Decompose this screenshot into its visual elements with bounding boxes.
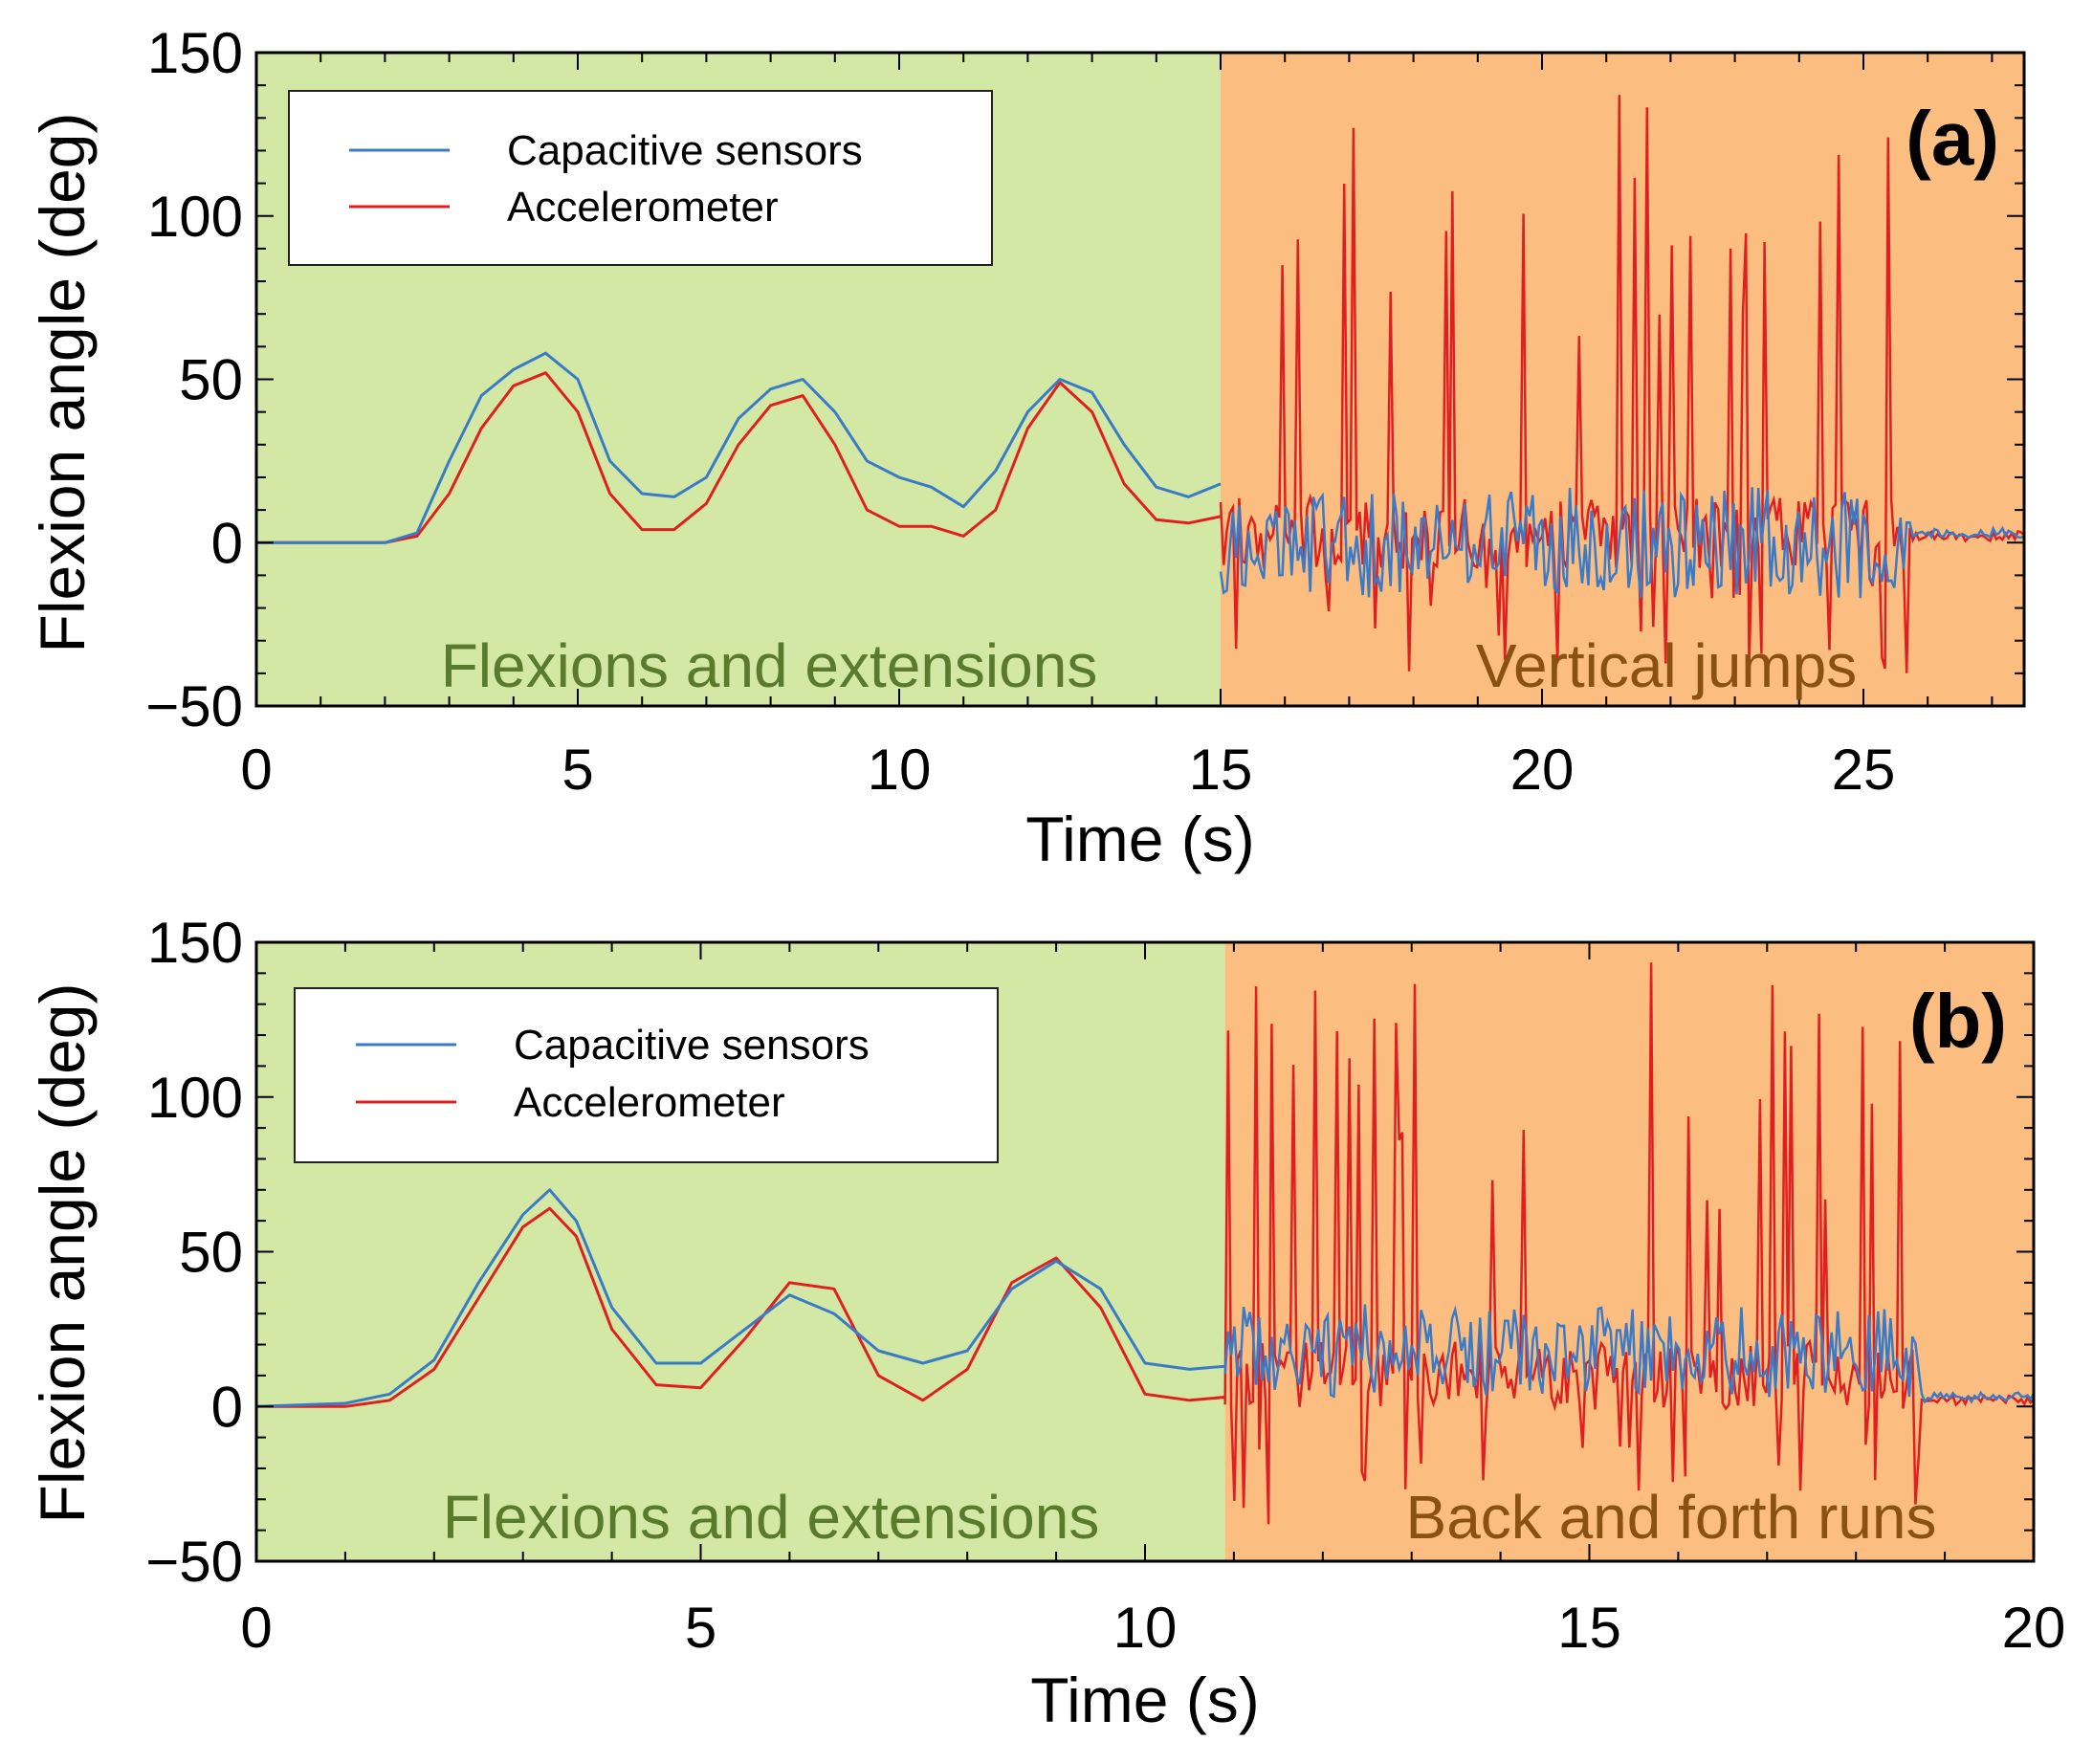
series-line-accelerometer — [256, 371, 1222, 544]
y-tick-label: 150 — [147, 911, 243, 975]
legend-box-b — [294, 987, 999, 1163]
region-label-jumps-a: Vertical jumps — [1476, 631, 1857, 700]
region-label-runs-b: Back and forth runs — [1406, 1483, 1937, 1552]
legend-box-a — [288, 90, 993, 266]
y-tick-label: 100 — [147, 1066, 243, 1130]
accelerometer-activity-trace — [1219, 95, 2024, 673]
x-tick-label: 10 — [868, 738, 932, 802]
legend-label-accelerometer-a: Accelerometer — [507, 184, 779, 231]
noise-lines-b — [1223, 962, 2034, 1525]
x-tick-label: 25 — [1832, 738, 1896, 802]
series-lines-b — [256, 1188, 1225, 1408]
y-tick-label: −50 — [145, 1530, 243, 1594]
series-lines-a — [256, 351, 1222, 544]
x-tick-label: 15 — [1189, 738, 1253, 802]
legend-label-accelerometer-b: Accelerometer — [514, 1079, 785, 1126]
legend-label-capacitive-b: Capacitive sensors — [514, 1022, 870, 1069]
y-tick-label: 150 — [147, 21, 243, 85]
region-label-flexions-a: Flexions and extensions — [441, 631, 1098, 700]
capacitive-activity-trace — [1219, 487, 2024, 599]
capacitive-activity-trace — [1223, 1304, 2034, 1404]
x-axis-title-b: Time (s) — [1030, 1665, 1260, 1735]
y-tick-label: 0 — [211, 511, 243, 575]
y-tick-label: −50 — [145, 674, 243, 739]
x-tick-label: 5 — [685, 1596, 716, 1660]
x-tick-label: 20 — [1510, 738, 1575, 802]
region-label-flexions-b: Flexions and extensions — [443, 1483, 1100, 1552]
x-axis-title-a: Time (s) — [1025, 804, 1255, 874]
legend-a: Capacitive sensors Accelerometer — [288, 90, 993, 266]
panel-label-a: (a) — [1906, 96, 1999, 181]
x-tick-label: 20 — [2002, 1596, 2066, 1660]
y-tick-label: 100 — [147, 185, 243, 249]
x-tick-label: 0 — [240, 1596, 272, 1660]
y-tick-label: 50 — [179, 348, 243, 412]
y-axis-title-a: Flexion angle (deg) — [27, 113, 98, 653]
legend-label-capacitive-a: Capacitive sensors — [507, 127, 863, 174]
y-tick-label: 50 — [179, 1221, 243, 1285]
legend-b: Capacitive sensors Accelerometer — [294, 987, 999, 1163]
panel-label-b: (b) — [1909, 979, 2007, 1064]
y-axis-title-b: Flexion angle (deg) — [27, 983, 98, 1524]
x-tick-label: 10 — [1113, 1596, 1178, 1660]
series-line-capacitive-sensors — [256, 351, 1222, 544]
x-tick-label: 15 — [1557, 1596, 1621, 1660]
x-tick-label: 0 — [240, 738, 272, 802]
noise-lines-a — [1219, 95, 2024, 673]
x-tick-label: 5 — [562, 738, 593, 802]
accelerometer-activity-trace — [1223, 962, 2034, 1525]
y-tick-label: 0 — [211, 1375, 243, 1439]
series-line-accelerometer — [256, 1206, 1225, 1408]
series-line-capacitive-sensors — [256, 1188, 1225, 1408]
